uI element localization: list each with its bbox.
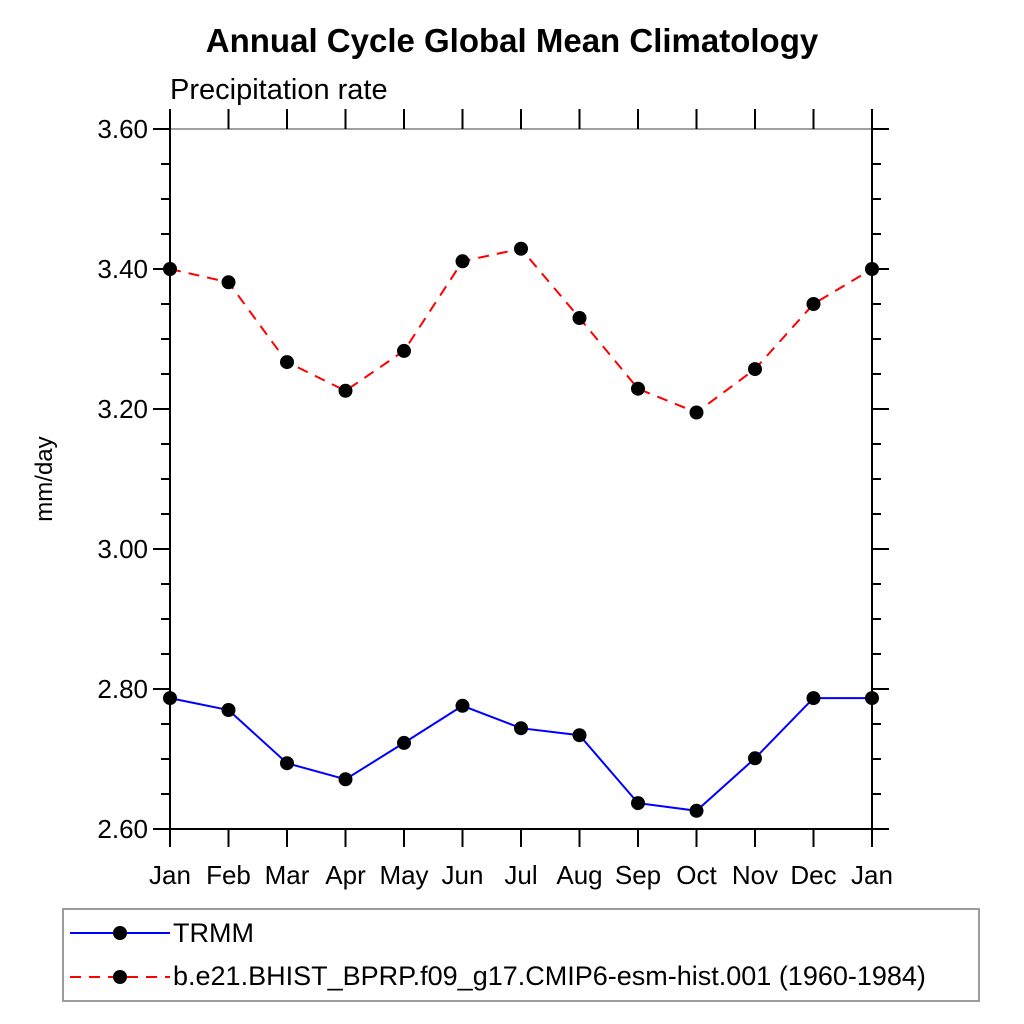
model-series-line	[169, 247, 873, 414]
chart-subtitle: Precipitation rate	[170, 74, 388, 106]
trmm-data-point	[455, 698, 470, 713]
y-tick-label: 3.00	[97, 534, 148, 564]
model-data-point	[865, 262, 879, 276]
y-tick-label: 2.60	[97, 814, 148, 844]
trmm-data-point	[338, 772, 353, 787]
y-tick-label: 3.20	[97, 394, 148, 424]
legend-label-model: b.e21.BHIST_BPRP.f09_g17.CMIP6-esm-hist.…	[173, 961, 926, 992]
x-tick-label: Jun	[442, 860, 484, 890]
model-data-point	[338, 383, 353, 398]
trmm-series-line	[169, 697, 872, 812]
legend: TRMM b.e21.BHIST_BPRP.f09_g17.CMIP6-esm-…	[62, 908, 980, 1002]
model-data-point	[748, 362, 762, 377]
x-tick-label: Oct	[676, 860, 717, 890]
x-tick-label: Apr	[325, 860, 366, 890]
model-data-point	[280, 355, 294, 370]
x-tick-label: Nov	[732, 860, 778, 890]
trmm-data-point	[514, 721, 528, 736]
trmm-data-point	[163, 691, 177, 706]
x-tick-label: Feb	[206, 860, 251, 890]
x-tick-label: May	[379, 860, 428, 890]
model-data-point	[163, 262, 177, 276]
model-line-swatch-icon	[70, 969, 170, 984]
model-data-point	[572, 311, 587, 325]
model-data-point	[689, 405, 704, 420]
legend-row-model: b.e21.BHIST_BPRP.f09_g17.CMIP6-esm-hist.…	[67, 957, 978, 997]
model-data-point	[806, 297, 821, 311]
model-data-point	[514, 241, 528, 256]
y-tick-label: 3.60	[97, 114, 148, 144]
model-swatch-marker-icon	[113, 969, 127, 984]
x-tick-label: Mar	[265, 860, 310, 890]
y-tick-label: 3.40	[97, 254, 148, 284]
trmm-swatch-marker-icon	[113, 926, 127, 941]
model-data-point	[221, 275, 236, 290]
trmm-data-point	[221, 703, 236, 717]
legend-row-trmm: TRMM	[67, 913, 978, 953]
x-tick-label: Sep	[615, 860, 661, 890]
x-tick-label: Jan	[851, 860, 893, 890]
legend-label-trmm: TRMM	[173, 917, 254, 948]
model-data-point	[455, 254, 470, 269]
x-tick-label: Aug	[556, 860, 602, 890]
y-axis-label: mm/day	[31, 436, 58, 521]
y-tick-label: 2.80	[97, 674, 148, 704]
trmm-data-point	[397, 735, 411, 750]
chart-title: Annual Cycle Global Mean Climatology	[205, 22, 819, 59]
trmm-data-point	[280, 756, 294, 771]
trmm-data-point	[631, 796, 645, 811]
trmm-line-swatch-icon	[70, 926, 170, 941]
model-data-point	[397, 343, 411, 358]
trmm-data-point	[865, 691, 879, 706]
x-tick-label: Jan	[149, 860, 191, 890]
model-data-point	[631, 381, 645, 396]
trmm-data-point	[748, 751, 762, 766]
trmm-data-point	[572, 728, 587, 743]
x-tick-label: Dec	[790, 860, 836, 890]
trmm-data-point	[806, 691, 821, 706]
x-tick-label: Jul	[504, 860, 537, 890]
trmm-data-point	[689, 803, 704, 818]
